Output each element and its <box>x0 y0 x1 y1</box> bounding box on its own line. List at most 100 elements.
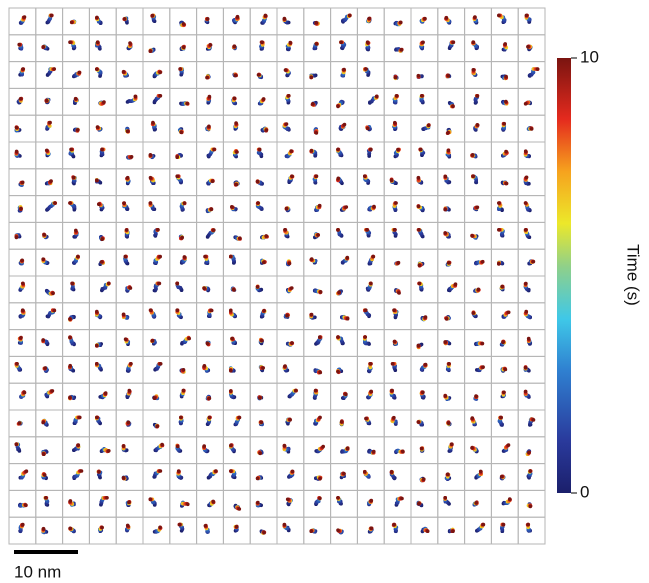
trajectory-point <box>53 201 57 205</box>
trajectory-point <box>262 309 266 313</box>
trajectory-point <box>289 149 294 153</box>
cell <box>62 275 90 304</box>
trajectory-point <box>52 67 56 71</box>
cell <box>35 355 64 384</box>
cell <box>249 275 278 304</box>
trajectory-point <box>207 124 211 129</box>
trajectory-point <box>417 281 422 286</box>
trajectory-point <box>122 201 126 205</box>
trajectory-point <box>471 68 476 72</box>
cell <box>8 355 37 384</box>
trajectory-point <box>443 207 448 212</box>
trajectory-point <box>504 181 509 186</box>
trajectory-point <box>125 129 130 133</box>
trajectory-point <box>336 104 340 109</box>
trajectory-point <box>210 179 215 184</box>
trajectory-point <box>342 122 347 127</box>
cell <box>410 248 439 277</box>
cell <box>383 221 412 250</box>
trajectory-point <box>363 335 368 339</box>
trajectory-point <box>497 13 501 18</box>
trajectory-point <box>180 235 184 240</box>
trajectory-point <box>348 13 352 18</box>
trajectory-point <box>229 254 233 259</box>
cell <box>276 7 305 36</box>
trajectory-point <box>260 40 264 44</box>
cell <box>88 61 117 89</box>
trajectory-point <box>336 147 340 152</box>
trajectory-point <box>423 315 428 319</box>
trajectory-point <box>399 20 403 25</box>
trajectory-point <box>288 40 293 45</box>
cell <box>142 195 171 223</box>
trajectory-point <box>233 73 238 78</box>
trajectory-point <box>238 236 242 240</box>
cell <box>249 168 278 197</box>
trajectory-point <box>423 16 427 21</box>
trajectory-point <box>157 281 162 286</box>
trajectory-point <box>257 147 262 152</box>
trajectory-point <box>95 40 100 44</box>
cell <box>437 329 466 357</box>
trajectory-point <box>446 130 450 135</box>
trajectory-point <box>418 147 423 152</box>
cell <box>356 329 385 357</box>
trajectory-point <box>446 261 451 265</box>
trajectory-point <box>417 263 422 267</box>
trajectory-point <box>396 260 401 265</box>
cell <box>383 168 412 197</box>
trajectory-point <box>318 290 323 294</box>
trajectory-point <box>453 282 458 287</box>
cell <box>330 221 358 250</box>
trajectory-point <box>49 179 53 183</box>
trajectory-point <box>394 201 398 205</box>
trajectory-point <box>446 74 451 78</box>
trajectory-point <box>41 338 45 342</box>
cell <box>356 221 385 250</box>
trajectory-point <box>443 231 448 235</box>
trajectory-point <box>500 284 504 289</box>
cell <box>517 168 546 197</box>
trajectory-point <box>202 286 206 291</box>
trajectory-point <box>523 201 528 205</box>
trajectory-point <box>367 16 372 21</box>
trajectory-grid <box>8 7 546 545</box>
trajectory-point <box>68 317 72 321</box>
trajectory-point <box>69 20 74 25</box>
cell <box>115 248 144 277</box>
trajectory-point <box>369 281 373 286</box>
cell <box>35 221 64 250</box>
trajectory-point <box>337 290 341 295</box>
trajectory-point <box>394 94 399 98</box>
cell <box>517 7 546 36</box>
cell <box>383 114 412 143</box>
trajectory-point <box>364 308 368 313</box>
trajectory-point <box>41 45 46 49</box>
trajectory-point <box>342 67 346 72</box>
cell <box>88 114 117 143</box>
trajectory-point <box>284 122 289 126</box>
cell <box>62 355 90 384</box>
trajectory-point <box>73 96 78 101</box>
cell <box>410 275 439 304</box>
cell <box>142 302 171 331</box>
trajectory-point <box>364 67 368 71</box>
trajectory-point <box>43 366 47 370</box>
trajectory-point <box>19 206 23 211</box>
trajectory-point <box>158 94 163 98</box>
trajectory-point <box>336 335 340 339</box>
trajectory-point <box>256 73 261 77</box>
trajectory-point <box>392 308 396 313</box>
cell <box>410 61 439 89</box>
trajectory-point <box>473 15 477 19</box>
trajectory-point <box>15 362 19 366</box>
trajectory-point <box>287 261 292 266</box>
cell <box>356 34 385 63</box>
trajectory-point <box>309 75 314 79</box>
cell <box>490 195 519 223</box>
trajectory-point <box>420 94 424 98</box>
trajectory-point <box>535 67 540 71</box>
cell <box>356 168 385 197</box>
trajectory-point <box>345 255 350 260</box>
trajectory-point <box>497 262 501 266</box>
